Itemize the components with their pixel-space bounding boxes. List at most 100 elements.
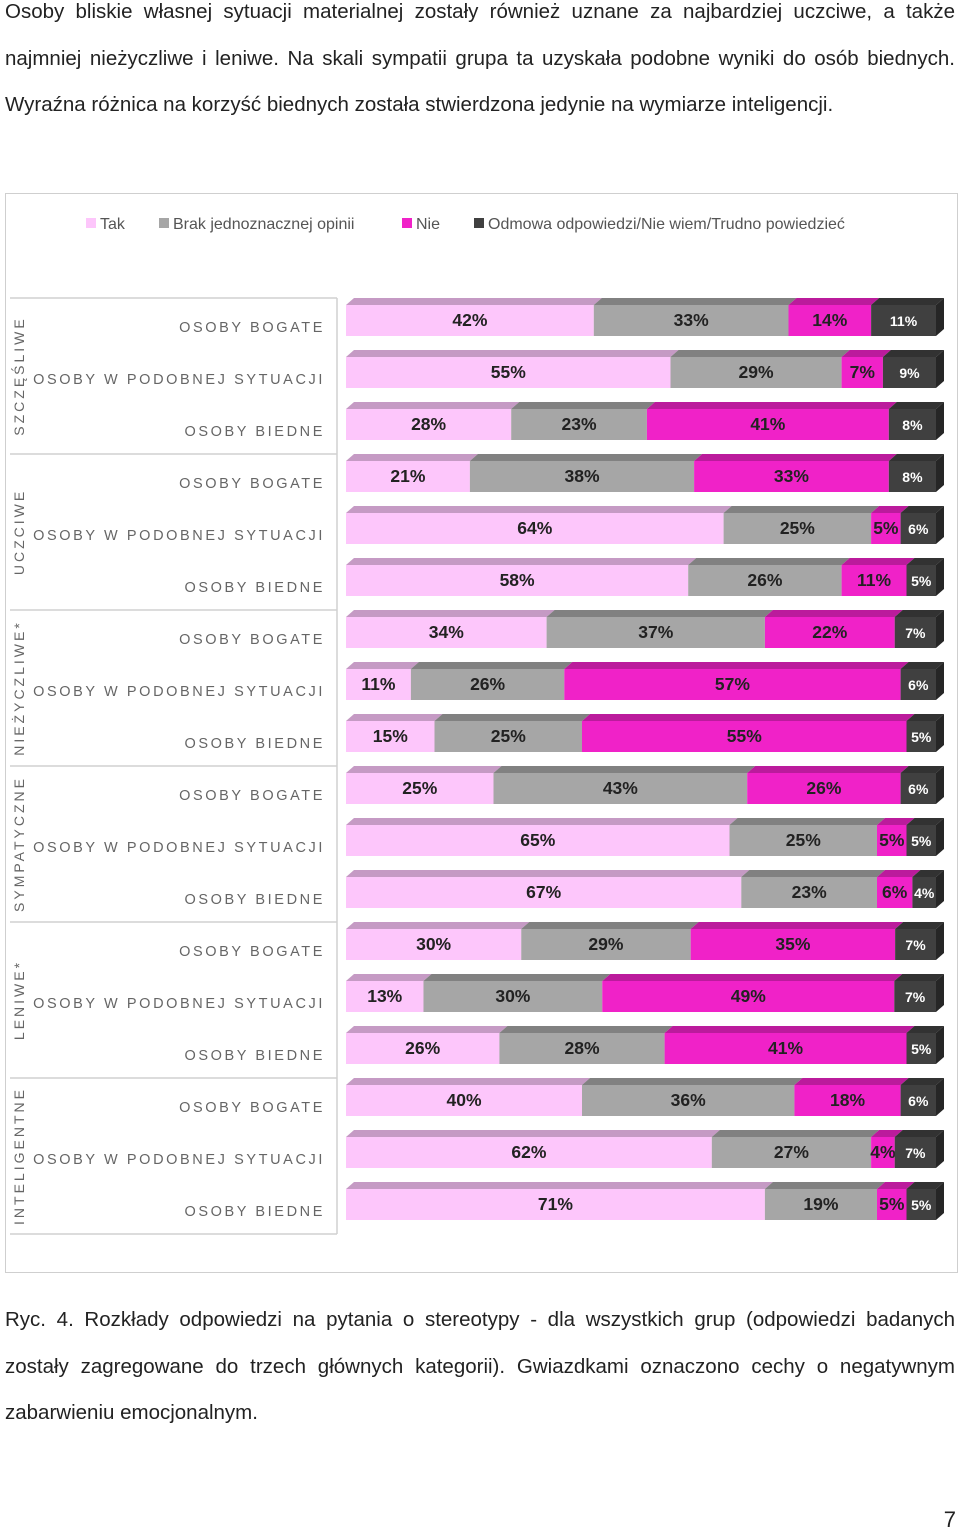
bar-top-face — [602, 974, 903, 981]
bar-side-face — [936, 1182, 944, 1220]
bar-top-face — [688, 558, 850, 565]
bar-segment — [894, 981, 936, 1012]
row-label: OSOBY W PODOBNEJ SYTUACJI — [33, 528, 325, 544]
bar-top-face — [511, 402, 655, 409]
data-label: 26% — [747, 570, 782, 590]
bar-top-face — [906, 1026, 944, 1033]
bar-side-face — [936, 818, 944, 856]
row-label: OSOBY BOGATE — [179, 320, 325, 336]
data-label: 55% — [491, 362, 526, 382]
bar-segment — [894, 1137, 936, 1168]
data-label: 40% — [446, 1090, 481, 1110]
bar-top-face — [346, 922, 530, 929]
bar-top-face — [888, 402, 944, 409]
bar-top-face — [747, 766, 909, 773]
bar-side-face — [936, 558, 944, 596]
row-label: OSOBY W PODOBNEJ SYTUACJI — [33, 684, 325, 700]
bar-top-face — [423, 974, 611, 981]
bar-side-face — [936, 1026, 944, 1064]
bar-top-face — [877, 1182, 915, 1189]
bar-side-face — [936, 454, 944, 492]
bar-segment — [493, 773, 748, 804]
data-label: 57% — [715, 674, 750, 694]
data-label: 23% — [792, 882, 827, 902]
data-label: 4% — [914, 885, 935, 901]
bar-top-face — [346, 298, 602, 305]
bar-segment — [564, 669, 901, 700]
row-label: OSOBY W PODOBNEJ SYTUACJI — [33, 1152, 325, 1168]
bar-segment — [582, 721, 907, 752]
bar-segment — [346, 981, 424, 1012]
legend-label-3: Odmowa odpowiedzi/Nie wiem/Trudno powied… — [488, 216, 845, 233]
bar-segment — [764, 617, 895, 648]
row-label: OSOBY BIEDNE — [184, 580, 325, 596]
bar-segment — [900, 513, 936, 544]
bar-top-face — [894, 974, 944, 981]
bar-top-face — [593, 298, 797, 305]
bar-top-face — [346, 506, 732, 513]
row-label: OSOBY W PODOBNEJ SYTUACJI — [33, 996, 325, 1012]
bar-top-face — [764, 1182, 885, 1189]
bar-side-face — [936, 662, 944, 700]
bar-segment — [888, 409, 936, 440]
bar-top-face — [346, 714, 443, 721]
legend-swatch-2 — [402, 218, 412, 228]
bar-segment — [906, 1189, 936, 1220]
data-label: 19% — [803, 1194, 838, 1214]
bar-segment — [346, 929, 522, 960]
bar-segment — [741, 877, 877, 908]
bar-segment — [729, 825, 877, 856]
group-label: SYMPATYCZNE — [11, 776, 27, 912]
bar-segment — [900, 669, 936, 700]
data-label: 35% — [775, 934, 810, 954]
figure-caption: Ryc. 4. Rozkłady odpowiedzi na pytania o… — [5, 1308, 955, 1424]
bar-top-face — [906, 558, 944, 565]
bar-segment — [410, 669, 565, 700]
bar-segment — [877, 825, 907, 856]
bar-top-face — [723, 506, 880, 513]
bar-segment — [690, 929, 896, 960]
data-label: 26% — [405, 1038, 440, 1058]
data-label: 25% — [780, 518, 815, 538]
bar-top-face — [346, 662, 419, 669]
data-label: 28% — [411, 414, 446, 434]
bar-top-face — [900, 1078, 944, 1085]
data-label: 7% — [905, 625, 926, 641]
bar-top-face — [582, 1078, 803, 1085]
bar-top-face — [906, 818, 944, 825]
data-label: 25% — [786, 830, 821, 850]
bar-segment — [764, 1189, 877, 1220]
data-label: 28% — [564, 1038, 599, 1058]
group-label: NIEŻYCZLIWE* — [10, 620, 27, 756]
bar-segment — [794, 1085, 901, 1116]
row-label: OSOBY W PODOBNEJ SYTUACJI — [33, 840, 325, 856]
data-label: 29% — [739, 362, 774, 382]
bar-top-face — [546, 610, 773, 617]
data-label: 49% — [731, 986, 766, 1006]
data-label: 8% — [902, 469, 923, 485]
data-label: 6% — [882, 882, 908, 902]
bar-top-face — [894, 610, 944, 617]
data-label: 5% — [879, 830, 905, 850]
bar-segment — [511, 409, 647, 440]
bar-segment — [711, 1137, 872, 1168]
row-label: OSOBY BIEDNE — [184, 736, 325, 752]
bar-top-face — [646, 402, 897, 409]
legend-label-2: Nie — [416, 216, 440, 233]
bar-side-face — [936, 1130, 944, 1168]
data-label: 5% — [911, 1197, 932, 1213]
bar-top-face — [882, 350, 944, 357]
bar-segment — [747, 773, 901, 804]
bar-top-face — [499, 1026, 673, 1033]
data-label: 15% — [373, 726, 408, 746]
bar-top-face — [346, 1078, 590, 1085]
bar-side-face — [936, 506, 944, 544]
bar-segment — [906, 721, 936, 752]
row-label: OSOBY BIEDNE — [184, 1204, 325, 1220]
data-label: 43% — [603, 778, 638, 798]
data-label: 7% — [905, 1145, 926, 1161]
data-label: 62% — [511, 1142, 546, 1162]
bar-segment — [688, 565, 842, 596]
data-label: 23% — [562, 414, 597, 434]
chart-frame: Tak Brak jednoznacznej opinii Nie Odmowa od… — [5, 193, 958, 1273]
